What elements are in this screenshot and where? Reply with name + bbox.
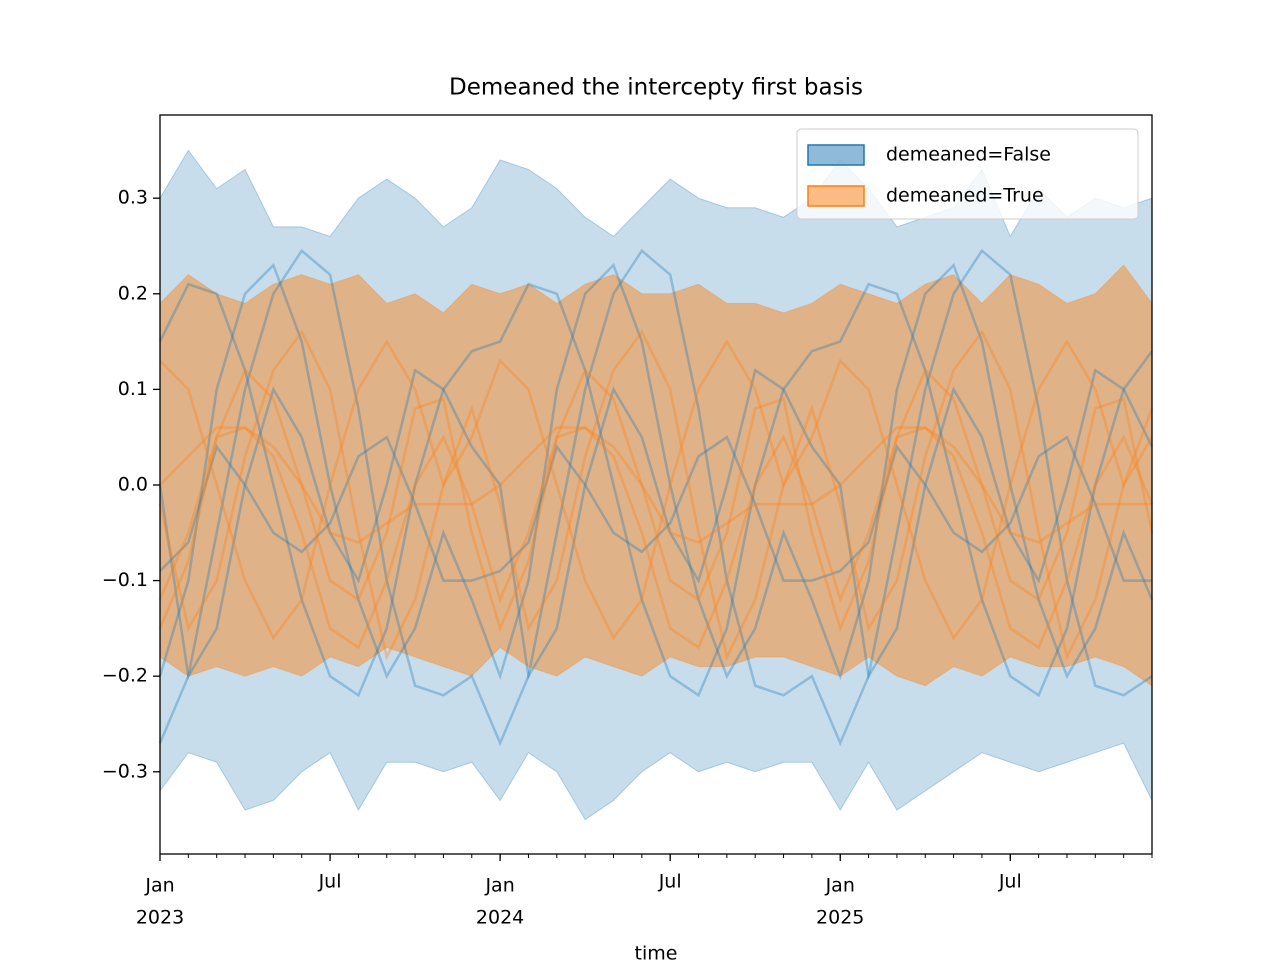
line — [159, 339, 1154, 641]
line — [158, 368, 1154, 680]
line — [158, 329, 1154, 661]
x-tick-label: Jan — [144, 875, 174, 897]
chart-title: Demeaned the intercepty first basis — [449, 75, 863, 101]
x-tick-label: Jul — [658, 871, 682, 893]
legend-label: demeaned=False — [886, 144, 1051, 166]
y-tick-label: 0.3 — [118, 187, 148, 209]
line — [158, 262, 1154, 681]
y-tick-label: −0.1 — [102, 569, 148, 591]
x-tick-label: Jul — [318, 871, 342, 893]
legend-box — [796, 128, 1139, 220]
band — [159, 264, 1153, 687]
x-tick-label: Jan — [484, 875, 514, 897]
line — [158, 368, 1154, 633]
line — [158, 282, 1154, 698]
line — [158, 248, 1153, 747]
line — [159, 426, 1152, 544]
y-tick-label: −0.2 — [102, 665, 148, 687]
y-tick-label: 0.0 — [118, 473, 148, 495]
legend-swatch — [807, 185, 865, 207]
x-tick-year: 2025 — [816, 907, 864, 929]
x-tick-year: 2024 — [476, 907, 524, 929]
legend-swatch — [807, 144, 865, 166]
y-tick-label: −0.3 — [102, 760, 148, 782]
legend-label: demeaned=True — [886, 185, 1044, 207]
y-tick-label: 0.1 — [118, 378, 148, 400]
x-tick-year: 2023 — [136, 907, 184, 929]
y-tick-label: 0.2 — [118, 282, 148, 304]
x-axis-label: time — [635, 943, 678, 960]
line — [158, 426, 1154, 650]
line — [159, 435, 1152, 582]
x-tick-label: Jul — [998, 871, 1022, 893]
x-tick-label: Jan — [825, 875, 855, 897]
